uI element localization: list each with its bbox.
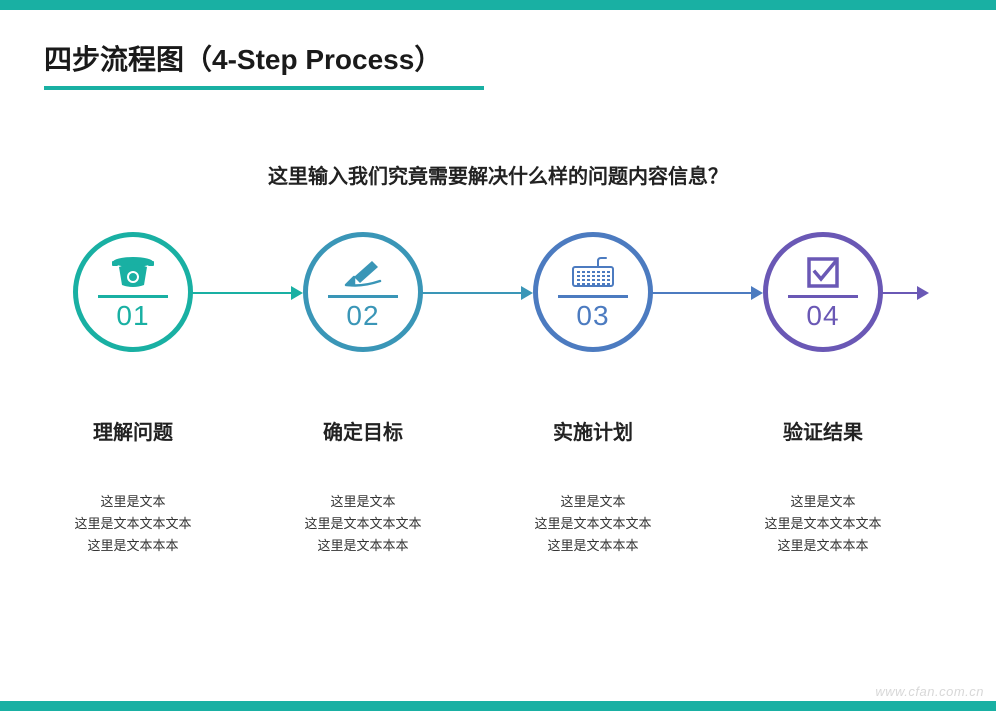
- top-border-bar: [0, 0, 996, 10]
- step-circle-wrap: 02: [303, 232, 423, 352]
- process-steps: 01 理解问题 这里是文本这里是文本文本文本这里是文本本本 02: [58, 232, 976, 557]
- step-body: 这里是文本这里是文本文本文本这里是文本本本: [304, 491, 421, 557]
- arrow-icon: [651, 288, 763, 298]
- step-title: 验证结果: [783, 416, 863, 445]
- arrow-icon: [881, 288, 929, 298]
- step-separator: [328, 295, 398, 298]
- check-icon: [800, 255, 846, 289]
- step-number: 02: [346, 300, 379, 332]
- process-step-1: 01 理解问题 这里是文本这里是文本文本文本这里是文本本本: [58, 232, 208, 557]
- step-separator: [98, 295, 168, 298]
- step-title: 理解问题: [93, 416, 173, 445]
- watermark: www.cfan.com.cn: [875, 684, 984, 699]
- step-body: 这里是文本这里是文本文本文本这里是文本本本: [74, 491, 191, 557]
- step-title: 实施计划: [553, 416, 633, 445]
- title-underline: [44, 86, 484, 90]
- step-circle: 03: [533, 232, 653, 352]
- arrow-icon: [421, 288, 533, 298]
- process-step-2: 02 确定目标 这里是文本这里是文本文本文本这里是文本本本: [288, 232, 438, 557]
- process-step-4: 04 验证结果 这里是文本这里是文本文本文本这里是文本本本: [748, 232, 898, 557]
- header: 四步流程图（4-Step Process）: [44, 38, 484, 90]
- phone-icon: [110, 255, 156, 289]
- step-number: 04: [806, 300, 839, 332]
- step-body: 这里是文本这里是文本文本文本这里是文本本本: [764, 491, 881, 557]
- keyboard-icon: [570, 255, 616, 289]
- bottom-border-bar: [0, 701, 996, 711]
- page-title: 四步流程图（4-Step Process）: [44, 38, 484, 78]
- arrow-icon: [191, 288, 303, 298]
- subtitle: 这里输入我们究竟需要解决什么样的问题内容信息？: [0, 160, 996, 189]
- step-circle-wrap: 03: [533, 232, 653, 352]
- step-separator: [788, 295, 858, 298]
- step-separator: [558, 295, 628, 298]
- process-step-3: 03 实施计划 这里是文本这里是文本文本文本这里是文本本本: [518, 232, 668, 557]
- step-circle-wrap: 04: [763, 232, 883, 352]
- step-number: 01: [116, 300, 149, 332]
- step-circle-wrap: 01: [73, 232, 193, 352]
- pen-icon: [340, 255, 386, 289]
- step-title: 确定目标: [323, 416, 403, 445]
- step-circle: 04: [763, 232, 883, 352]
- step-number: 03: [576, 300, 609, 332]
- step-circle: 01: [73, 232, 193, 352]
- step-body: 这里是文本这里是文本文本文本这里是文本本本: [534, 491, 651, 557]
- step-circle: 02: [303, 232, 423, 352]
